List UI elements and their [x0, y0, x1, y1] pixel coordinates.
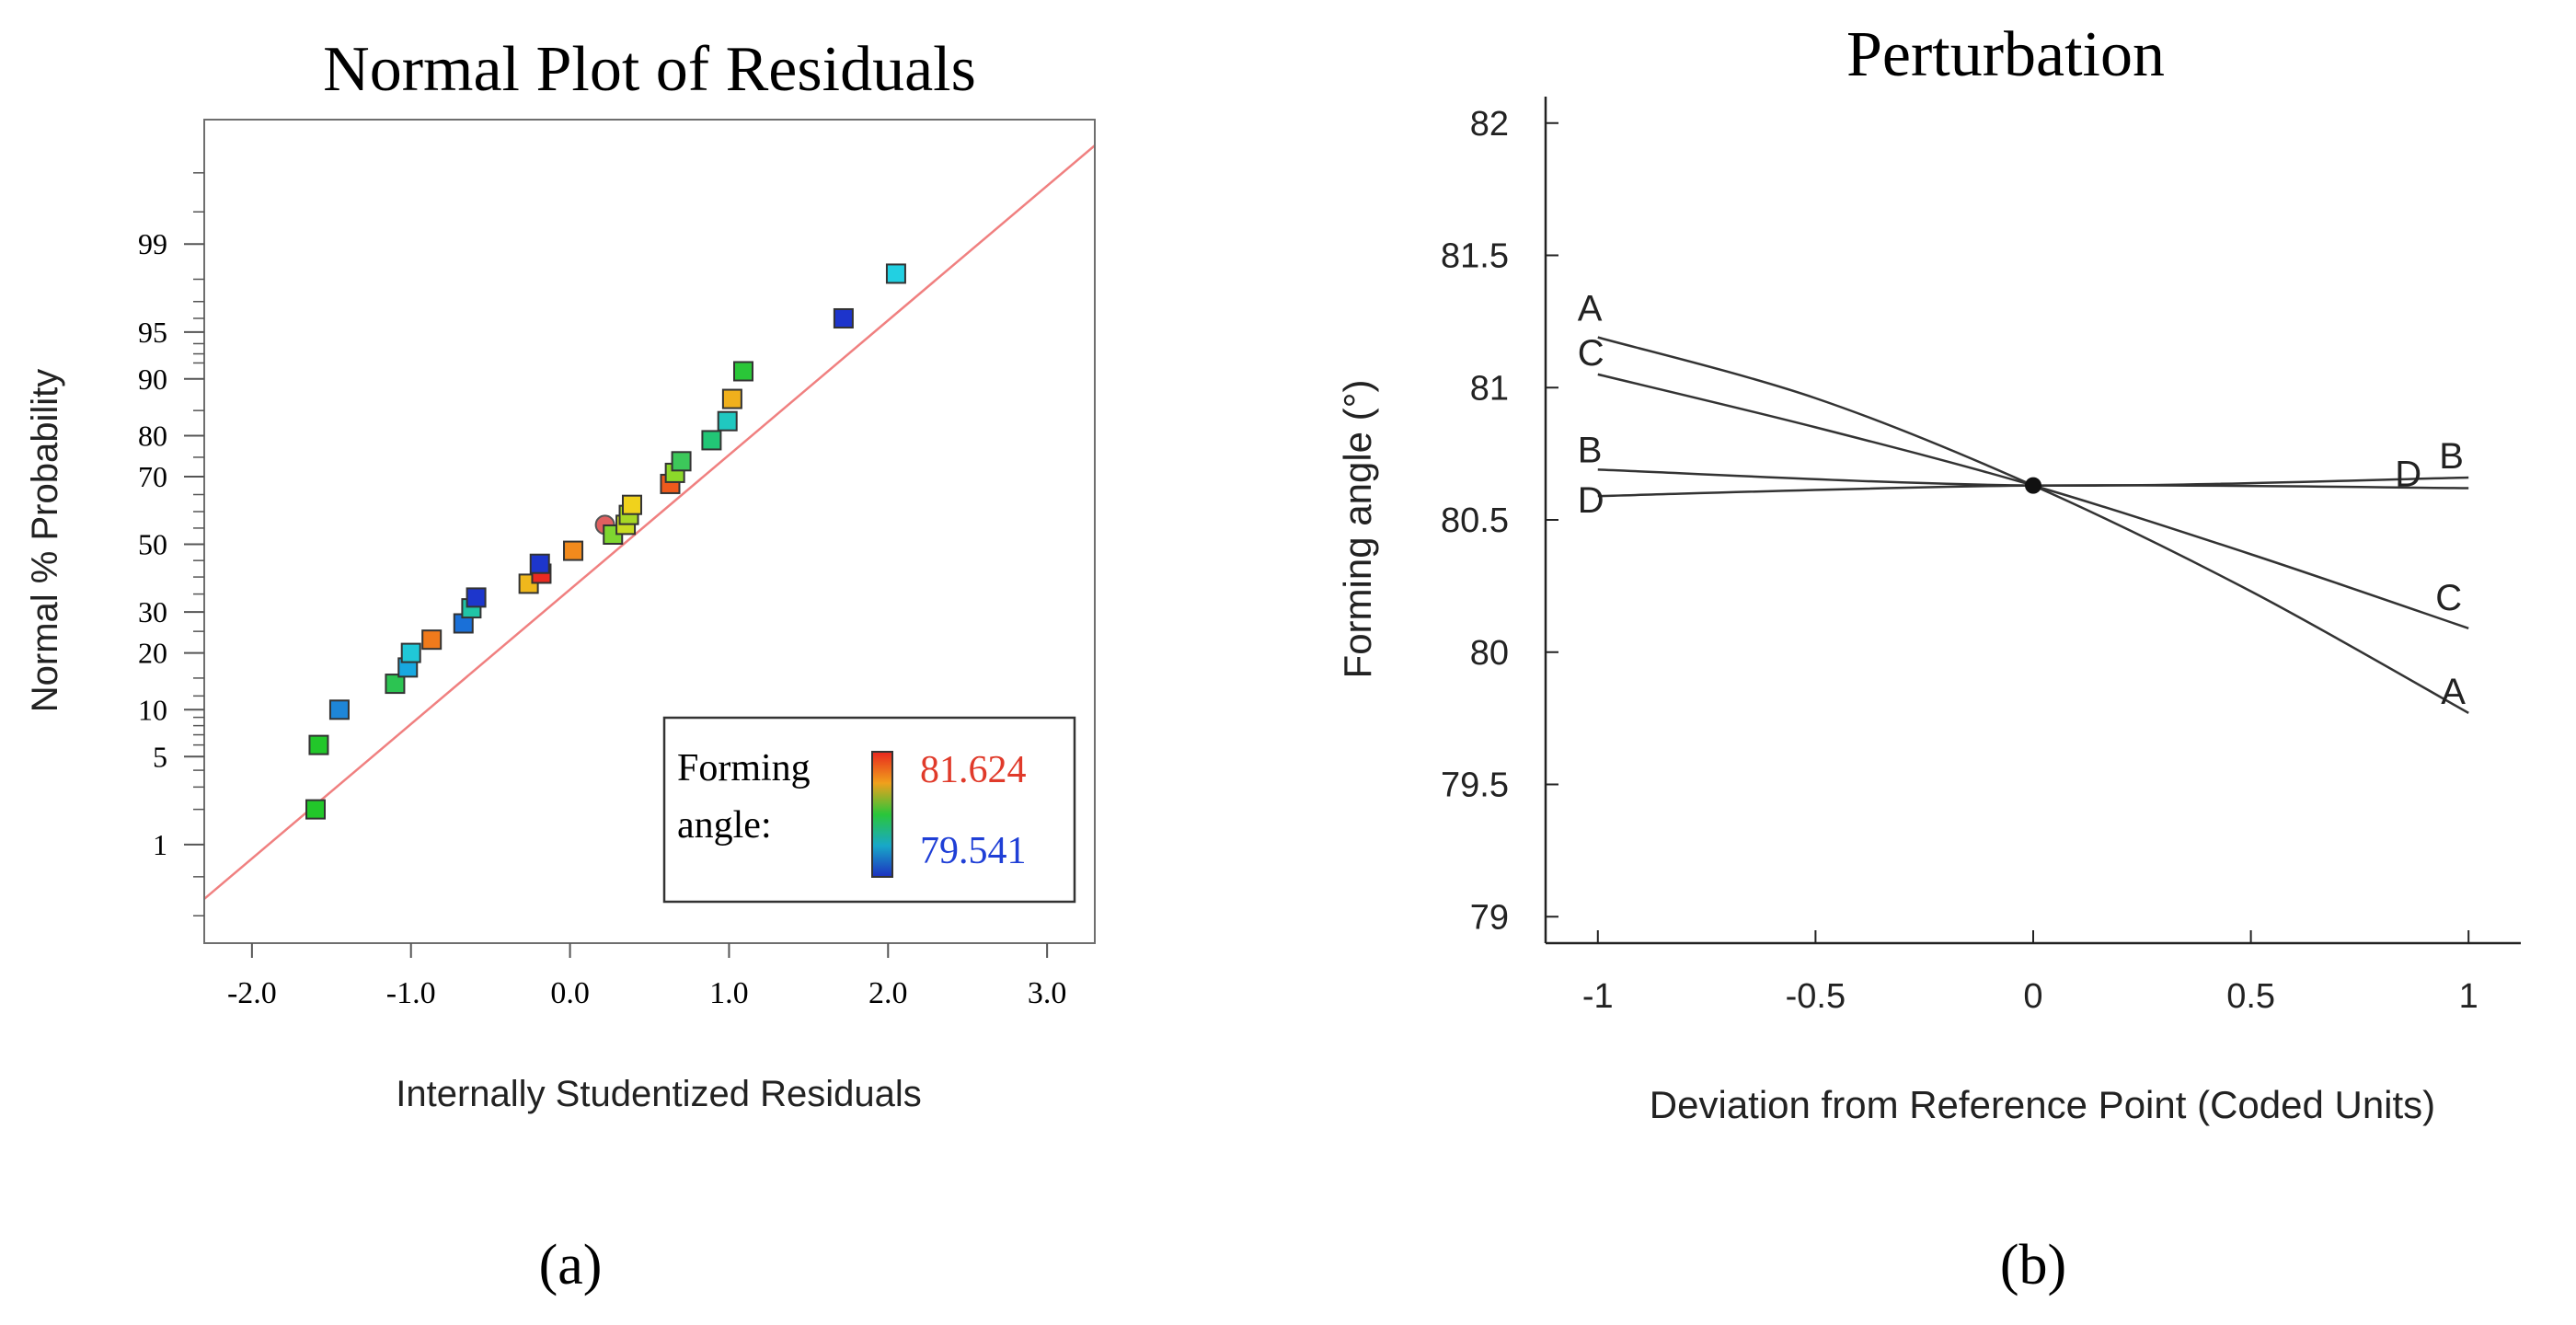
y-axis-label: Normal % Probability [25, 369, 65, 712]
caption-a: (a) [539, 1234, 603, 1296]
data-point [421, 629, 443, 651]
data-point [621, 494, 642, 515]
x-tick-label: 2.0 [868, 976, 908, 1010]
data-point [732, 361, 753, 382]
data-point [466, 587, 487, 608]
legend-label: Forming [677, 747, 811, 789]
y-tick-label: 90 [138, 363, 167, 396]
x-tick-label: -1 [1582, 977, 1614, 1016]
x-tick-label: 0 [2023, 977, 2042, 1016]
data-point [833, 307, 854, 328]
series-label-d-right: D [2395, 455, 2421, 495]
legend-label: angle: [677, 804, 772, 847]
series-label-c-right: C [2435, 578, 2462, 618]
y-tick-label: 30 [138, 595, 167, 628]
reference-line [204, 144, 1095, 900]
data-point [671, 451, 692, 472]
data-point [305, 799, 326, 820]
legend-colorbar [871, 751, 893, 878]
data-point [328, 699, 350, 720]
y-axis-label: Forming angle (°) [1336, 380, 1379, 679]
x-axis-label: Deviation from Reference Point (Coded Un… [1650, 1083, 2435, 1126]
caption-b: (b) [2000, 1234, 2066, 1296]
data-point [385, 674, 406, 695]
x-axis-label: Internally Studentized Residuals [396, 1074, 921, 1114]
perturbation-chart: Perturbation 79 79.5 80 80.5 81 81.5 82 -1 -0.5 0 0… [1336, 19, 2521, 1296]
series-label-b-right: B [2439, 436, 2464, 477]
y-tick-label: 80.5 [1441, 501, 1509, 540]
series-label-a-right: A [2441, 672, 2466, 712]
y-tick-label: 79 [1470, 898, 1509, 937]
y-tick-label: 10 [138, 693, 167, 726]
data-point [701, 430, 722, 451]
y-tick-label: 50 [138, 528, 167, 561]
chart-title: Perturbation [1846, 19, 2165, 90]
x-tick-label: 0.0 [550, 976, 590, 1010]
y-tick-label: 80 [138, 419, 167, 452]
x-tick-label: 1 [2459, 977, 2478, 1016]
series-label-b-left: B [1578, 430, 1603, 470]
y-tick-label: 82 [1470, 105, 1509, 144]
y-tick-label: 81 [1470, 369, 1509, 408]
data-point [308, 734, 329, 755]
y-tick-label: 20 [138, 637, 167, 670]
legend-low-value: 79.541 [920, 830, 1027, 872]
series-line-a [1597, 336, 2469, 714]
y-tick-label: 79.5 [1441, 766, 1509, 805]
data-point [529, 553, 550, 574]
x-tick-label: 0.5 [2226, 977, 2275, 1016]
series-label-c-left: C [1578, 333, 1604, 374]
series-line-c [1597, 373, 2469, 630]
normal-plot-panel: Normal Plot of Residuals 1 5 10 20 30 50 70 80 90… [25, 34, 1096, 1296]
normal-plot-chart: Normal Plot of Residuals 1 5 10 20 30 50 70 80 90… [25, 34, 1096, 1296]
legend-high-value: 81.624 [920, 749, 1027, 791]
data-point [885, 263, 906, 284]
y-tick-label: 70 [138, 460, 167, 493]
x-tick-label: -0.5 [1786, 977, 1846, 1016]
x-tick-label: 3.0 [1028, 976, 1067, 1010]
y-tick-label: 99 [138, 227, 167, 260]
y-tick-label: 95 [138, 316, 167, 349]
chart-title: Normal Plot of Residuals [323, 34, 976, 105]
data-point [721, 388, 742, 409]
y-tick-label: 80 [1470, 634, 1509, 673]
perturbation-panel: Perturbation 79 79.5 80 80.5 81 81.5 82 -1 -0.5 0 0… [1288, 0, 2576, 1325]
data-point [563, 540, 584, 561]
legend-box [662, 716, 1076, 904]
series-label-a-left: A [1578, 289, 1603, 329]
reference-point-marker [2025, 477, 2041, 494]
y-tick-label: 5 [153, 740, 167, 773]
series-label-d-left: D [1578, 480, 1604, 521]
x-tick-label: -1.0 [386, 976, 436, 1010]
x-tick-label: -2.0 [227, 976, 277, 1010]
data-point [400, 642, 421, 663]
x-tick-label: 1.0 [709, 976, 749, 1010]
plot-frame [203, 119, 1096, 944]
y-tick-label: 1 [153, 828, 167, 861]
y-tick-label: 81.5 [1441, 237, 1509, 276]
data-point [717, 410, 738, 432]
